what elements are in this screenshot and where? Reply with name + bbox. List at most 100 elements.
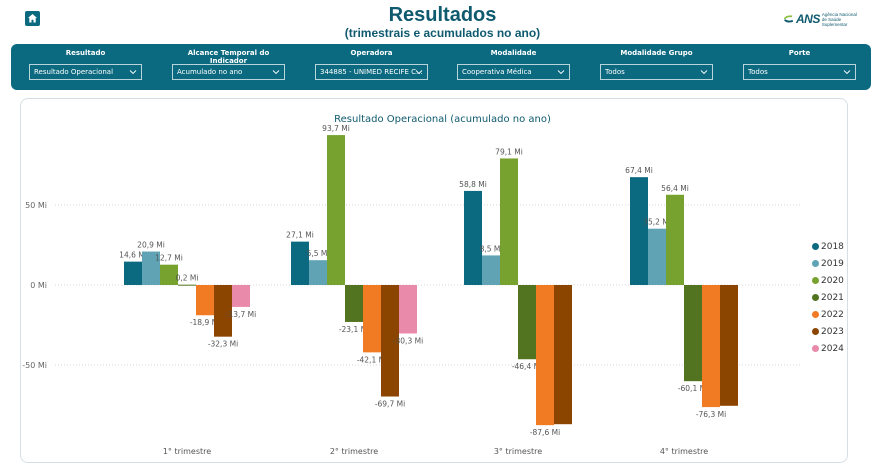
data-label: 14,6 Mi: [119, 251, 147, 260]
page-subtitle: (trimestrais e acumulados no ano): [344, 26, 541, 40]
legend-label: 2020: [821, 275, 844, 286]
ans-logo: ANS Agência Nacional de Saúde Suplementa…: [783, 10, 871, 28]
bar-2024-2: [399, 285, 417, 334]
porte-dropdown[interactable]: Todos: [743, 64, 856, 80]
modalidade-dropdown[interactable]: Cooperativa Médica: [457, 64, 570, 80]
legend-dot-icon: [812, 243, 819, 250]
legend-dot-icon: [812, 260, 819, 267]
logo-brand: ANS: [796, 12, 820, 26]
x-category-label: 2° trimestre: [330, 447, 378, 456]
legend-item-2023[interactable]: 2023: [812, 323, 844, 340]
legend-label: 2018: [821, 241, 844, 252]
bar-2021-4: [684, 285, 702, 382]
bar-2020-3: [500, 158, 518, 285]
bar-2020-1: [160, 264, 178, 285]
legend-label: 2021: [821, 292, 844, 303]
chart-legend: 2018 2019 2020 2021 2022 2023 2024: [812, 238, 844, 357]
bar-2024-1: [232, 285, 250, 307]
data-label: 93,7 Mi: [322, 124, 350, 133]
bar-2019-4: [648, 228, 666, 285]
bar-2019-2: [309, 260, 327, 285]
legend-label: 2019: [821, 258, 844, 269]
data-label: -18,9 Mi: [190, 318, 220, 327]
data-label: -46,4 Mi: [512, 362, 542, 371]
alcance-temporal-dropdown[interactable]: Acumulado no ano: [172, 64, 285, 80]
chevron-down-icon: [129, 70, 137, 75]
home-button[interactable]: [25, 11, 40, 26]
data-label: -32,3 Mi: [208, 340, 238, 349]
data-label: -76,3 Mi: [696, 410, 726, 419]
x-category-label: 4° trimestre: [660, 447, 708, 456]
ans-logo-mark-icon: [783, 15, 794, 23]
chevron-down-icon: [415, 70, 423, 75]
resultado-dropdown[interactable]: Resultado Operacional: [29, 64, 142, 80]
legend-dot-icon: [812, 277, 819, 284]
bar-2018-1: [124, 261, 142, 285]
x-category-label: 3° trimestre: [494, 447, 542, 456]
legend-item-2024[interactable]: 2024: [812, 340, 844, 357]
bar-2019-1: [142, 251, 160, 285]
chevron-down-icon: [843, 70, 851, 75]
data-label: -60,1 Mi: [678, 384, 708, 393]
data-label: -30,3 Mi: [393, 336, 423, 345]
data-label: -42,1 Mi: [357, 355, 387, 364]
bar-2022-4: [702, 285, 720, 408]
filter-label: Alcance Temporal do Indicador: [187, 49, 270, 65]
bar-2022-2: [363, 285, 381, 353]
legend-dot-icon: [812, 345, 819, 352]
logo-tagline: Agência Nacional de Saúde Suplementar: [821, 11, 857, 27]
modalidade-grupo-dropdown[interactable]: Todos: [600, 64, 713, 80]
filter-label: Modalidade Grupo: [620, 49, 693, 57]
data-label: 67,4 Mi: [625, 166, 653, 175]
bar-2023-4: [720, 285, 738, 406]
data-label: 12,7 Mi: [155, 254, 183, 263]
data-label: 56,4 Mi: [661, 184, 689, 193]
data-label: 5,5 Mi: [307, 249, 330, 258]
data-label: -87,6 Mi: [530, 428, 560, 437]
legend-item-2020[interactable]: 2020: [812, 272, 844, 289]
data-label: 27,1 Mi: [286, 231, 314, 240]
bar-2020-2: [327, 135, 345, 285]
legend-item-2019[interactable]: 2019: [812, 255, 844, 272]
y-tick-label: -50 Mi: [22, 361, 47, 370]
dropdown-value: Resultado Operacional: [34, 68, 114, 76]
y-tick-label: 0 Mi: [30, 281, 47, 290]
data-label: 8,5 Mi: [480, 244, 503, 253]
chevron-down-icon: [272, 70, 280, 75]
page-title: Resultados: [388, 4, 497, 26]
filter-label: Porte: [788, 49, 811, 57]
chart-title: Resultado Operacional (acumulado no ano): [334, 114, 551, 125]
chevron-down-icon: [700, 70, 708, 75]
bar-2021-1: [178, 284, 196, 286]
filter-label: Resultado: [65, 49, 106, 57]
bar-2020-4: [666, 194, 684, 285]
bar-2023-2: [381, 285, 399, 397]
bar-2023-3: [554, 285, 572, 425]
bar-2018-4: [630, 177, 648, 285]
data-label: 58,8 Mi: [459, 180, 487, 189]
home-icon: [28, 14, 37, 23]
legend-label: 2023: [821, 326, 844, 337]
legend-dot-icon: [812, 328, 819, 335]
legend-label: 2024: [821, 343, 844, 354]
filter-bar: Resultado Resultado Operacional Alcance …: [11, 44, 871, 90]
legend-item-2021[interactable]: 2021: [812, 289, 844, 306]
data-label: 35,2 Mi: [643, 218, 671, 227]
bar-2021-2: [345, 285, 363, 322]
bar-2022-1: [196, 285, 214, 316]
legend-dot-icon: [812, 294, 819, 301]
filter-label: Operadora: [350, 49, 393, 57]
data-label: 20,9 Mi: [137, 241, 165, 250]
x-category-label: 1° trimestre: [163, 447, 211, 456]
legend-item-2018[interactable]: 2018: [812, 238, 844, 255]
legend-item-2022[interactable]: 2022: [812, 306, 844, 323]
operadora-dropdown[interactable]: 344885 - UNIMED RECIFE C...: [315, 64, 428, 80]
legend-dot-icon: [812, 311, 819, 318]
filter-label: Modalidade: [490, 49, 537, 57]
dropdown-value: Acumulado no ano: [177, 68, 243, 76]
bar-2023-1: [214, 285, 232, 337]
bar-2021-3: [518, 285, 536, 360]
bar-2022-3: [536, 285, 554, 426]
data-label: -69,7 Mi: [375, 400, 405, 409]
